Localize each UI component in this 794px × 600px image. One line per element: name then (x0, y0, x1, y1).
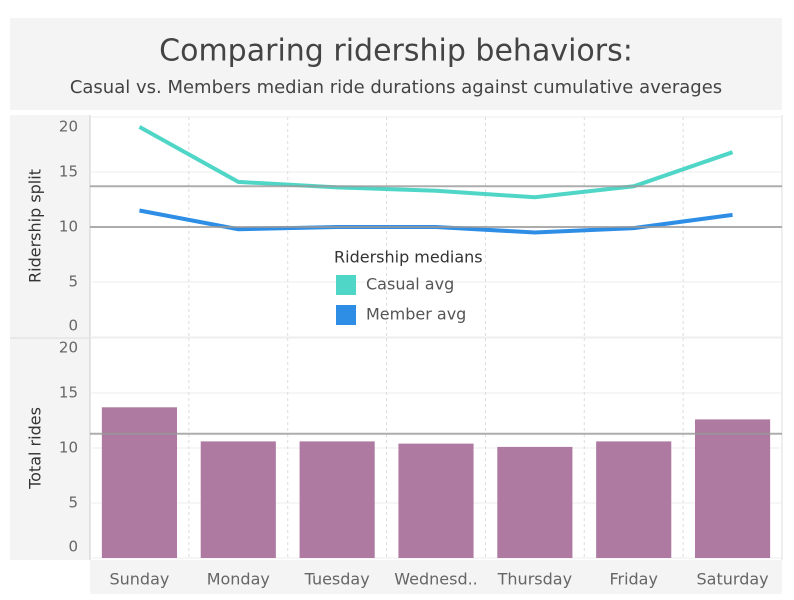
bar (596, 441, 672, 558)
legend-swatch (336, 275, 356, 295)
y-tick-label: 5 (68, 273, 78, 291)
x-tick-label: Tuesday (304, 570, 370, 589)
x-axis-band (90, 560, 782, 594)
y-tick-label: 15 (59, 384, 78, 402)
y-tick-label: 0 (68, 317, 78, 335)
bar (200, 441, 276, 558)
y-tick-label: 10 (59, 218, 78, 236)
y-tick-label: 20 (59, 118, 78, 136)
x-tick-label: Monday (207, 570, 270, 589)
y-tick-label: 20 (59, 339, 78, 357)
chart-subtitle: Casual vs. Members median ride durations… (70, 77, 722, 98)
x-tick-label: Saturday (697, 570, 769, 589)
y-axis-title: Total rides (26, 407, 45, 490)
legend-swatch (336, 305, 356, 325)
y-tick-label: 10 (59, 439, 78, 457)
title-band (10, 18, 782, 110)
y-tick-label: 5 (68, 494, 78, 512)
bar (299, 441, 375, 558)
x-tick-label: Sunday (109, 570, 169, 589)
bar (101, 407, 177, 558)
legend-label: Casual avg (366, 275, 454, 294)
y-tick-label: 0 (68, 538, 78, 556)
bar (695, 419, 771, 558)
y-axis-title: Ridership split (26, 169, 45, 283)
chart-title: Comparing ridership behaviors: (159, 34, 633, 69)
bar (497, 446, 573, 558)
x-tick-label: Thursday (497, 570, 572, 589)
x-tick-label: Wednesd.. (394, 570, 478, 589)
legend-label: Member avg (366, 305, 466, 324)
y-tick-label: 15 (59, 163, 78, 181)
line (139, 208, 733, 235)
legend-title: Ridership medians (334, 248, 483, 267)
x-tick-label: Friday (609, 570, 658, 589)
bar (398, 443, 474, 558)
